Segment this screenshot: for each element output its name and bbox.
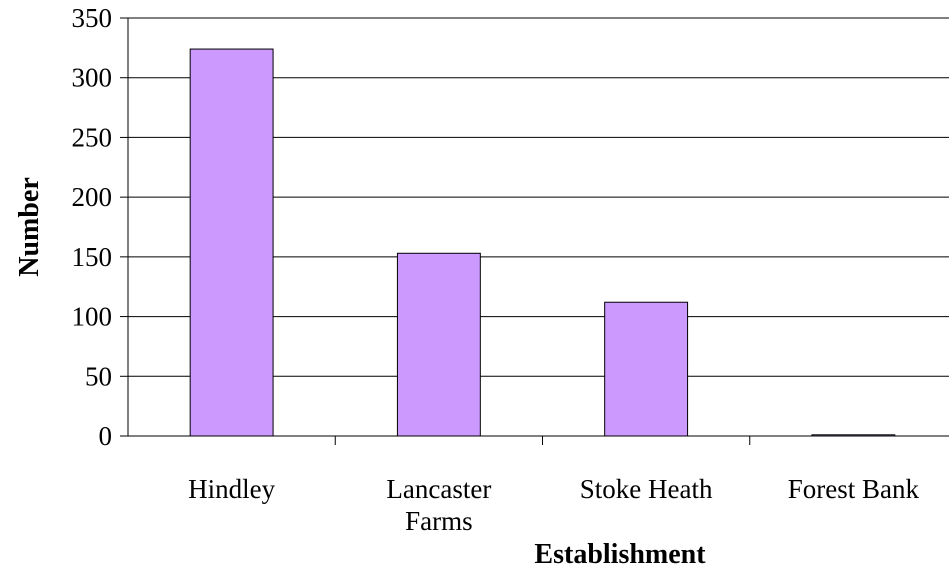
axes [120, 17, 949, 445]
bar-hindley [189, 48, 274, 437]
x-tick-label: Stoke Heath [580, 474, 713, 504]
bar-lancaster-farms [396, 252, 481, 437]
y-tick-label: 200 [72, 182, 113, 212]
y-tick-label: 350 [72, 3, 113, 33]
y-tick-label: 0 [99, 421, 113, 451]
y-tick-labels: 0 50 100 150 200 250 300 350 [72, 3, 113, 451]
y-tick-label: 100 [72, 302, 113, 332]
y-axis-title: Number [14, 177, 45, 277]
x-tick-label: Lancaster Farms [386, 474, 491, 536]
x-tick-label: Forest Bank [788, 474, 920, 504]
y-tick-label: 250 [72, 122, 113, 152]
bar-stoke-heath [604, 301, 689, 437]
x-axis-title: Establishment [534, 539, 706, 570]
bars [189, 48, 896, 437]
x-tick-labels: Hindley Lancaster Farms Stoke Heath Forest B… [188, 474, 919, 536]
y-tick-label: 150 [72, 242, 113, 272]
y-tick-label: 300 [72, 63, 113, 93]
x-tick-label: Hindley [188, 474, 275, 504]
y-tick-label: 50 [85, 361, 112, 391]
